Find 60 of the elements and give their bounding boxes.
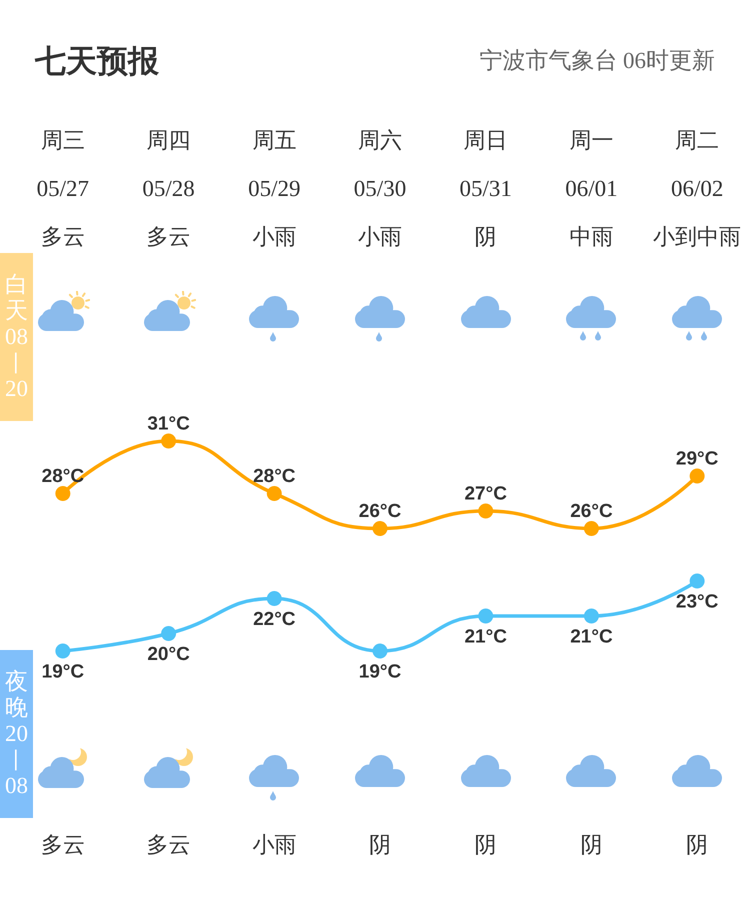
- text: 阴: [474, 833, 497, 859]
- text: 中雨: [569, 225, 614, 251]
- point: [584, 521, 599, 536]
- data-label: 21°C: [570, 626, 613, 648]
- text: 小雨: [252, 833, 296, 859]
- text: 阴: [686, 833, 708, 859]
- data-label: 26°C: [358, 501, 402, 522]
- text: 05/29: [248, 176, 300, 202]
- data-label: 27°C: [464, 484, 508, 504]
- point: [266, 486, 282, 501]
- text: 阴: [474, 225, 497, 251]
- point: [161, 626, 176, 641]
- data-label: 21°C: [464, 626, 508, 648]
- text: 06/01: [565, 176, 618, 202]
- x-tick-label: 周四: [146, 128, 191, 154]
- data-label: 26°C: [570, 501, 613, 522]
- text: 小雨: [252, 225, 296, 251]
- text: 小雨: [358, 225, 402, 251]
- point: [372, 521, 388, 536]
- text: 05/28: [142, 176, 195, 202]
- data-label: 19°C: [358, 662, 402, 682]
- text: 多云: [146, 833, 191, 859]
- data-label: 23°C: [676, 592, 719, 612]
- data-label: 19°C: [42, 662, 84, 682]
- data-label: 28°C: [42, 466, 84, 487]
- text: 阴: [580, 833, 602, 859]
- point: [266, 591, 282, 606]
- text: 05/31: [460, 176, 512, 202]
- tag-box: 夜晚20—08: [0, 650, 33, 818]
- x-tick-label: 周六: [358, 128, 402, 154]
- data-label: 31°C: [147, 414, 190, 434]
- text: 多云: [40, 225, 85, 251]
- x-tick-label: 周五: [252, 128, 296, 154]
- point: [478, 504, 494, 518]
- point: [690, 574, 705, 588]
- point: [478, 608, 494, 624]
- point: [161, 434, 176, 448]
- point: [690, 468, 705, 484]
- chart-subtitle: 宁波市气象台 06时更新: [479, 48, 715, 73]
- point: [584, 608, 599, 624]
- x-tick-label: 周一: [569, 128, 614, 154]
- point: [55, 644, 70, 658]
- text: 阴: [369, 833, 391, 859]
- text: 小到中雨: [653, 225, 742, 251]
- tag-box: 白天08—20: [0, 253, 33, 421]
- text: 多云: [40, 833, 85, 859]
- text: 06/02: [670, 176, 724, 202]
- text: 05/30: [354, 176, 406, 202]
- point: [372, 644, 388, 658]
- x-tick-label: 周二: [675, 128, 720, 154]
- data-label: 20°C: [147, 644, 190, 665]
- text: 05/27: [36, 176, 90, 202]
- data-label: 22°C: [253, 609, 296, 630]
- x-tick-label: 周三: [40, 128, 85, 154]
- data-label: 29°C: [676, 448, 719, 470]
- point: [55, 486, 70, 501]
- data-label: 28°C: [253, 466, 296, 487]
- text: 多云: [146, 225, 191, 251]
- x-tick-label: 周日: [464, 128, 508, 154]
- chart-title: 七天预报: [34, 44, 160, 80]
